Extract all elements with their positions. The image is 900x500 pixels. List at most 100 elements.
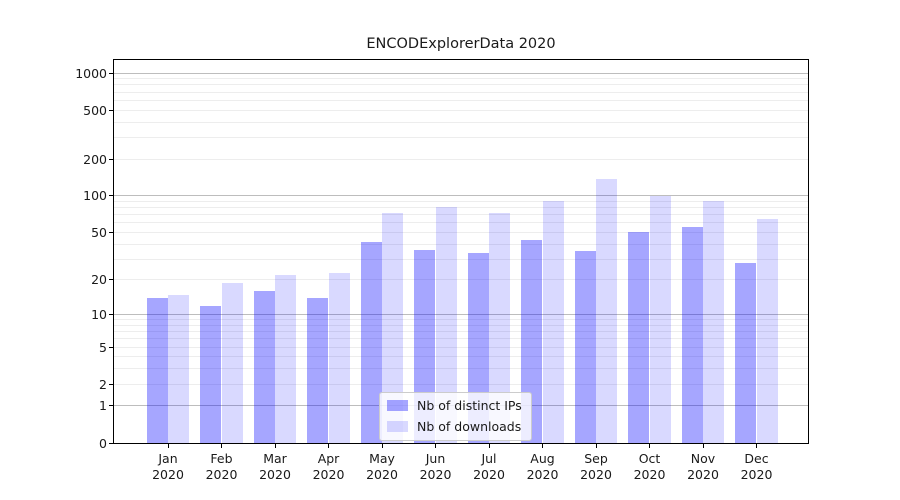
gridline — [114, 279, 808, 281]
x-tick-label: Jan 2020 — [152, 451, 184, 482]
x-tick-label: Dec 2020 — [740, 451, 773, 482]
gridline — [114, 314, 808, 316]
y-tick-label: 2 — [99, 376, 107, 392]
bar-nb-of-downloads-mar — [275, 275, 297, 443]
bar-nb-of-distinct-ips-oct — [628, 232, 650, 443]
legend-item-distinct-ips: Nb of distinct IPs — [387, 397, 522, 414]
x-tick-label: Mar 2020 — [259, 451, 291, 482]
x-tick-label: Jul 2020 — [473, 451, 505, 482]
y-tick — [109, 442, 114, 444]
gridline — [114, 324, 808, 326]
bar-nb-of-downloads-may — [382, 212, 404, 443]
bar-nb-of-downloads-jul — [489, 213, 511, 443]
gridline — [114, 319, 808, 321]
y-tick-label: 1000 — [75, 65, 107, 81]
gridline — [114, 331, 808, 333]
bar-nb-of-downloads-sep — [596, 179, 618, 443]
bar-nb-of-distinct-ips-feb — [200, 305, 222, 443]
x-tick-label: Oct 2020 — [633, 451, 666, 482]
y-tick — [109, 405, 114, 407]
gridline — [114, 99, 808, 101]
y-tick-label: 5 — [99, 339, 107, 355]
legend-label-distinct-ips: Nb of distinct IPs — [417, 398, 522, 413]
x-tick-label: Feb 2020 — [205, 451, 238, 482]
bar-nb-of-downloads-jun — [435, 207, 457, 443]
bar-nb-of-downloads-oct — [649, 196, 671, 443]
legend-swatch-downloads — [387, 421, 408, 432]
y-tick — [109, 383, 114, 385]
legend-label-downloads: Nb of downloads — [417, 419, 522, 434]
y-tick — [109, 231, 114, 233]
bar-nb-of-distinct-ips-nov — [681, 227, 703, 443]
gridline — [114, 338, 808, 340]
x-tick — [702, 444, 704, 448]
gridline — [114, 214, 808, 216]
gridline — [114, 258, 808, 260]
x-tick — [328, 444, 329, 448]
x-tick — [167, 444, 169, 448]
gridline — [114, 243, 808, 245]
y-tick-label: 50 — [91, 224, 107, 240]
y-tick — [109, 346, 114, 348]
bar-nb-of-distinct-ips-apr — [307, 297, 329, 443]
y-tick-label: 1 — [99, 398, 107, 414]
plot-area — [113, 59, 809, 444]
bar-nb-of-distinct-ips-dec — [735, 262, 757, 443]
gridline — [114, 200, 808, 202]
gridline — [114, 346, 808, 348]
x-tick-label: May 2020 — [366, 451, 398, 482]
bar-nb-of-distinct-ips-sep — [574, 251, 596, 443]
chart-title: ENCODExplorerData 2020 — [366, 36, 556, 52]
gridline — [114, 231, 808, 233]
x-tick-label: Aug 2020 — [526, 451, 559, 482]
y-tick — [109, 195, 114, 197]
gridline — [114, 72, 808, 74]
x-tick — [381, 444, 383, 448]
gridline — [114, 91, 808, 93]
bar-nb-of-distinct-ips-may — [360, 241, 382, 443]
bar-nb-of-downloads-apr — [328, 272, 350, 443]
y-tick-label: 100 — [83, 188, 107, 204]
y-tick — [109, 72, 114, 74]
legend-item-downloads: Nb of downloads — [387, 418, 522, 435]
y-tick — [109, 158, 114, 160]
gridline — [114, 195, 808, 197]
x-tick — [649, 444, 650, 448]
legend: Nb of distinct IPs Nb of downloads — [379, 392, 532, 441]
gridline — [114, 78, 808, 80]
gridline — [114, 207, 808, 209]
x-tick — [756, 444, 757, 448]
x-tick — [488, 444, 490, 448]
x-tick — [542, 444, 543, 448]
x-tick-label: Nov 2020 — [687, 451, 719, 482]
y-tick-label: 0 — [99, 435, 107, 451]
y-tick-label: 20 — [91, 272, 107, 288]
bar-nb-of-downloads-feb — [221, 282, 243, 443]
gridline — [114, 136, 808, 138]
bar-nb-of-downloads-aug — [542, 200, 564, 443]
gridline — [114, 222, 808, 224]
gridline — [114, 121, 808, 123]
gridline — [114, 84, 808, 86]
bar-nb-of-distinct-ips-mar — [253, 291, 275, 443]
bar-nb-of-downloads-nov — [703, 201, 725, 443]
gridline — [114, 109, 808, 111]
y-tick — [109, 279, 114, 281]
y-tick — [109, 109, 114, 111]
y-tick-label: 200 — [83, 151, 107, 167]
x-tick-label: Apr 2020 — [312, 451, 345, 482]
y-tick — [109, 314, 114, 316]
bar-nb-of-downloads-dec — [756, 218, 778, 443]
x-tick — [221, 444, 222, 448]
legend-swatch-distinct-ips — [387, 400, 408, 411]
gridline — [114, 368, 808, 370]
x-tick — [435, 444, 436, 448]
y-tick-label: 10 — [91, 307, 107, 323]
gridline — [114, 158, 808, 160]
bar-nb-of-distinct-ips-jan — [146, 297, 168, 443]
gridline — [114, 356, 808, 358]
bar-nb-of-downloads-jan — [168, 294, 190, 443]
x-tick — [274, 444, 276, 448]
y-tick-label: 500 — [83, 102, 107, 118]
